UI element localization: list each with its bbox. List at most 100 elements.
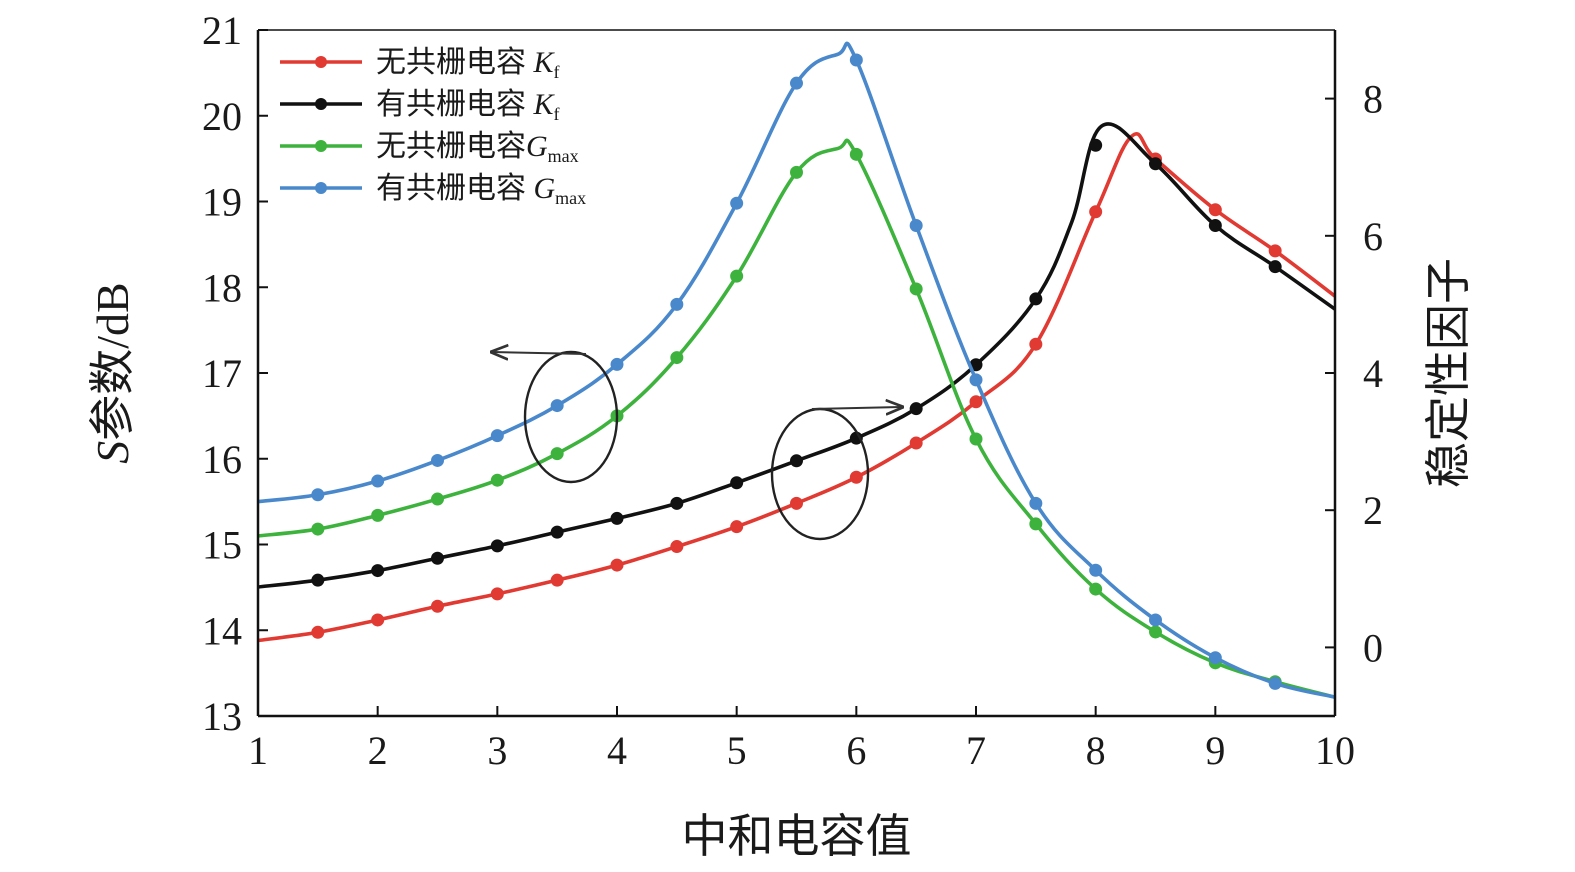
series-3-point <box>909 282 923 296</box>
series-4-point <box>790 76 803 90</box>
legend-item-1: 无共栅电容 Kf <box>280 46 560 82</box>
series-4-point <box>969 373 983 387</box>
legend-label-subscript: max <box>555 188 586 208</box>
series-4-point <box>849 53 863 67</box>
series-4-point <box>1089 563 1103 577</box>
series-4-point <box>1149 613 1162 627</box>
y-left-tick-label: 21 <box>202 8 242 53</box>
legend-swatch-marker <box>315 182 327 194</box>
x-tick-label: 5 <box>727 728 747 773</box>
axes-layer: 1 2 3 4 5 6 7 8 9 10 13 14 15 16 17 18 19 20 21 0 2 4 6 8 中和电容值 S… <box>87 8 1474 862</box>
series-2-point <box>1089 138 1103 152</box>
y-left-axis-title-symbol: S <box>87 441 138 464</box>
x-tick-label: 6 <box>846 728 866 773</box>
y-right-axis-title: 稳定性因子 <box>1423 258 1474 488</box>
x-tick-label: 10 <box>1315 728 1355 773</box>
annotation-ellipse-left <box>523 350 619 484</box>
legend-label-symbol: K <box>533 88 556 121</box>
x-axis-title: 中和电容值 <box>682 811 912 862</box>
series-3-point <box>1029 517 1043 531</box>
legend-label-subscript: f <box>554 104 560 124</box>
legend-label-symbol: G <box>526 130 548 163</box>
series-4-point <box>550 399 564 413</box>
series-4-point <box>1029 496 1043 510</box>
series-1-point <box>431 599 444 613</box>
series-1-point <box>969 395 983 409</box>
series-2-point <box>1029 292 1043 306</box>
series-1-point <box>670 540 684 554</box>
legend-label: 有共栅电容 Kf <box>376 88 560 124</box>
series-4-point <box>730 196 744 210</box>
y-right-tick-label: 2 <box>1363 488 1383 533</box>
series-3-point <box>730 269 744 283</box>
series-1-point <box>1029 337 1043 351</box>
x-tick-label: 1 <box>248 728 268 773</box>
annotation-arrow-left <box>492 352 587 354</box>
series-2-point <box>311 573 325 587</box>
legend-label-text: 无共栅电容 <box>376 46 534 79</box>
series-2-point <box>909 402 923 416</box>
series-3-point <box>431 492 444 506</box>
series-3-point <box>670 351 684 365</box>
series-4-point <box>1208 651 1222 665</box>
series-3-point <box>550 447 564 461</box>
legend-label-text: 有共栅电容 <box>376 88 534 121</box>
series-1-line <box>257 132 1337 643</box>
series-1-point <box>1208 203 1222 217</box>
x-tick-label: 4 <box>607 728 627 773</box>
series-4-line <box>257 41 1336 699</box>
series-layer <box>257 41 1337 699</box>
y-right-tick-label: 6 <box>1363 214 1383 259</box>
y-right-tick-label: 0 <box>1363 625 1383 670</box>
legend-label-symbol: K <box>533 46 556 79</box>
legend-item-2: 有共栅电容 Kf <box>280 88 560 124</box>
x-tick-label: 8 <box>1086 728 1106 773</box>
series-2-point <box>371 564 385 578</box>
series-2-point <box>490 539 504 553</box>
legend-item-3: 无共栅电容Gmax <box>280 130 579 166</box>
legend-label: 有共栅电容 Gmax <box>376 172 586 208</box>
series-1-point <box>1089 205 1103 219</box>
y-left-tick-label: 16 <box>202 437 242 482</box>
series-2-point <box>550 525 564 539</box>
series-1-point <box>371 613 385 627</box>
series-3-line <box>257 138 1336 699</box>
series-1-point <box>1268 244 1282 258</box>
series-1-point <box>550 573 564 587</box>
series-4-point <box>431 453 444 467</box>
y-left-tick-label: 19 <box>202 180 242 225</box>
series-2-point <box>1149 157 1162 171</box>
x-tick-label: 2 <box>368 728 388 773</box>
legend-swatch-marker <box>315 98 327 110</box>
y-left-tick-label: 20 <box>202 94 242 139</box>
series-1-point <box>610 558 624 572</box>
series-1-point <box>490 587 504 601</box>
series-1-point <box>849 470 863 484</box>
series-1-point <box>909 436 923 450</box>
series-2-point <box>790 454 803 468</box>
series-3-point <box>371 508 385 522</box>
series-3-point <box>1149 625 1162 639</box>
legend-label-text: 有共栅电容 <box>376 172 534 205</box>
legend-label-symbol: G <box>534 172 556 205</box>
series-4-point <box>1268 676 1282 690</box>
series-2-point <box>1208 219 1222 233</box>
legend-swatch-marker <box>315 140 327 152</box>
series-1-point <box>311 625 325 639</box>
legend-item-4: 有共栅电容 Gmax <box>280 172 586 208</box>
series-2-point <box>670 496 684 510</box>
series-4-point <box>371 474 385 488</box>
legend-swatch-marker <box>315 56 327 68</box>
x-tick-label: 7 <box>966 728 986 773</box>
y-left-tick-label: 17 <box>202 351 242 396</box>
series-4-point <box>490 429 504 443</box>
legend-label-subscript: max <box>548 146 579 166</box>
series-1-point <box>790 496 803 510</box>
series-4-point <box>610 357 624 371</box>
series-2-point <box>610 511 624 525</box>
series-3-point <box>311 522 325 536</box>
series-4-point <box>311 488 325 502</box>
y-right-tick-label: 4 <box>1363 351 1383 396</box>
